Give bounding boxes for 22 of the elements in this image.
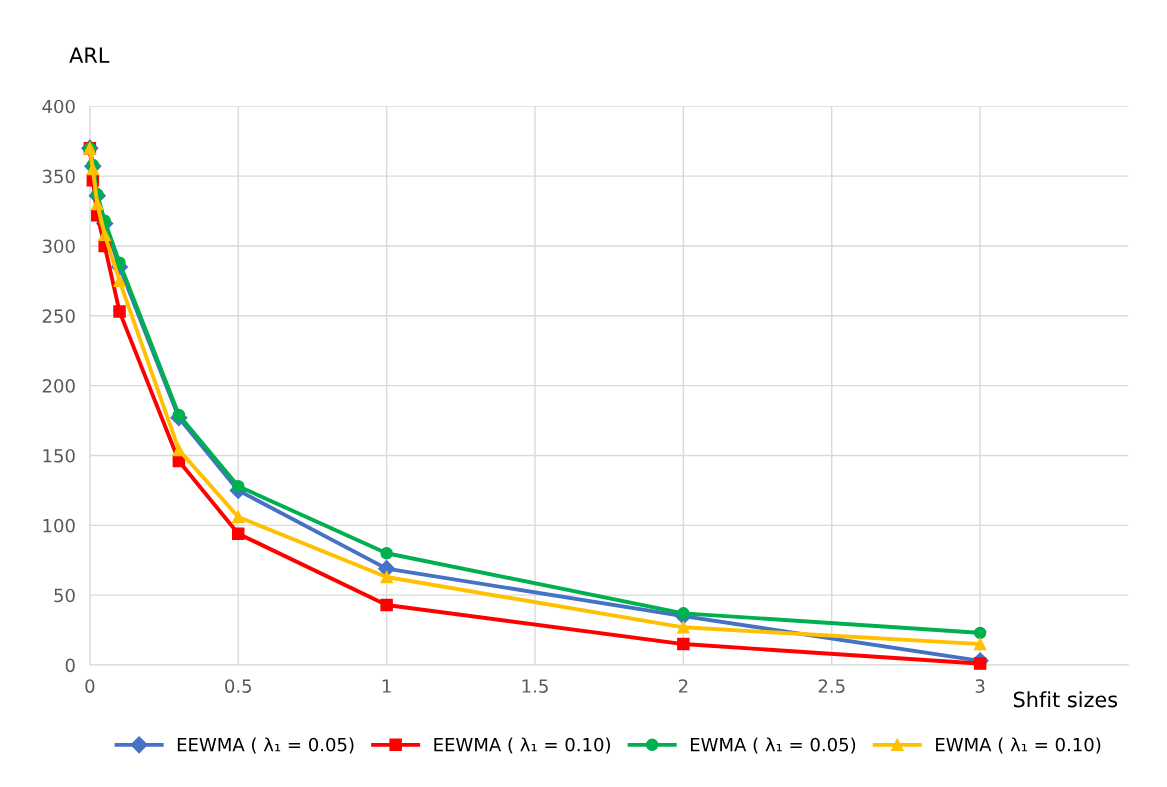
legend-label: EWMA ( λ₁ = 0.05) — [690, 737, 856, 754]
y-axis-title: ARL — [69, 47, 110, 63]
y-tick-label: 400 — [42, 99, 75, 114]
legend-label: EEWMA ( λ₁ = 0.10) — [434, 737, 610, 754]
x-tick-label: 0 — [85, 679, 95, 693]
x-tick-label: 0.5 — [225, 679, 252, 693]
legend-label: EEWMA ( λ₁ = 0.05) — [177, 737, 354, 754]
x-tick-label: 1.5 — [522, 679, 548, 693]
x-tick-label: 3 — [975, 679, 985, 693]
y-tick-label: 0 — [65, 658, 75, 673]
y-tick-label: 50 — [54, 588, 75, 603]
y-tick-label: 250 — [42, 309, 75, 323]
y-tick-label: 350 — [42, 169, 75, 184]
x-axis-title: Shfit sizes — [1013, 691, 1118, 708]
x-tick-label: 2.5 — [818, 679, 845, 693]
x-tick-label: 2 — [678, 679, 688, 693]
legend-label: EWMA ( λ₁ = 0.10) — [936, 737, 1101, 754]
x-tick-label: 1 — [382, 679, 391, 693]
y-tick-label: 100 — [43, 518, 75, 533]
y-tick-label: 150 — [43, 448, 75, 463]
y-tick-label: 300 — [42, 239, 75, 254]
y-tick-label: 200 — [42, 379, 75, 393]
